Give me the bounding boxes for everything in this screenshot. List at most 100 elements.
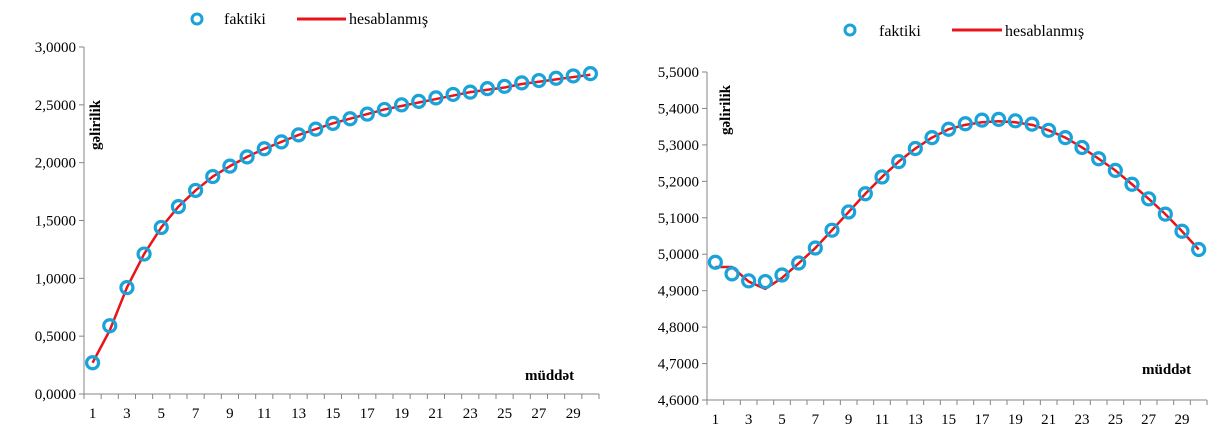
data-point-faktiki xyxy=(757,273,773,290)
data-point-faktiki xyxy=(153,219,169,236)
y-tick-label: 5,1000 xyxy=(658,211,699,227)
data-point-faktiki xyxy=(411,93,427,109)
axes xyxy=(702,71,1208,405)
data-point-faktiki xyxy=(376,101,393,118)
chart-left-svg: faktiki hesablanmış 0,0000 0,5000 1,0000 1,… xyxy=(35,11,600,422)
x-tick-label: 9 xyxy=(845,412,853,428)
y-tick-label: 0,5000 xyxy=(35,329,76,345)
data-point-faktiki xyxy=(325,115,341,131)
series-faktiki xyxy=(707,111,1207,290)
data-point-faktiki xyxy=(1057,130,1073,146)
data-point-faktiki xyxy=(496,78,513,94)
data-point-faktiki xyxy=(724,266,740,282)
y-tick-label: 4,7000 xyxy=(658,357,699,373)
series-hesablanmis xyxy=(715,119,1200,291)
data-point-faktiki xyxy=(84,355,101,371)
data-point-faktiki xyxy=(907,140,923,157)
x-tick-label: 17 xyxy=(975,412,991,428)
y-axis-label: gəlirilik xyxy=(718,84,734,135)
data-point-faktiki xyxy=(531,72,547,89)
x-tick-label: 15 xyxy=(941,412,956,428)
data-point-faktiki xyxy=(1007,113,1023,129)
x-tick-label: 17 xyxy=(360,406,376,422)
data-point-faktiki xyxy=(1024,116,1040,132)
legend-marker-faktiki xyxy=(190,12,204,26)
data-point-faktiki xyxy=(256,141,272,157)
data-point-faktiki xyxy=(1141,191,1157,207)
x-tick-label: 11 xyxy=(257,406,271,422)
legend-label-faktiki: faktiki xyxy=(879,23,921,40)
data-point-faktiki xyxy=(1124,176,1140,192)
x-tick-label: 25 xyxy=(497,406,512,422)
data-point-faktiki xyxy=(308,121,324,137)
data-point-faktiki xyxy=(707,254,723,270)
x-tick-label: 11 xyxy=(875,412,889,428)
chart-right: faktiki hesablanmış 4,6000 4,7000 4,8000 4,… xyxy=(606,0,1213,432)
data-point-faktiki xyxy=(136,246,152,262)
series-line-hesablanmis xyxy=(715,119,1200,291)
data-point-faktiki xyxy=(1074,139,1090,156)
y-tick-labels: 0,0000 0,5000 1,0000 1,5000 2,0000 2,5000 3,00… xyxy=(35,40,76,403)
x-tick-label: 21 xyxy=(1041,412,1056,428)
axes xyxy=(79,46,600,399)
data-point-faktiki xyxy=(1041,122,1057,138)
data-point-faktiki xyxy=(359,106,375,122)
data-point-faktiki xyxy=(428,90,444,106)
data-point-faktiki xyxy=(462,84,478,100)
data-point-faktiki xyxy=(1091,151,1107,167)
data-point-faktiki xyxy=(548,70,564,86)
data-point-faktiki xyxy=(1174,223,1190,239)
data-point-faktiki xyxy=(273,134,290,150)
x-tick-label: 5 xyxy=(158,406,166,422)
x-tick-label: 23 xyxy=(1075,412,1090,428)
data-point-faktiki xyxy=(393,97,410,113)
series-hesablanmis xyxy=(91,73,591,364)
data-point-faktiki xyxy=(119,279,135,296)
y-tick-label: 4,8000 xyxy=(658,320,699,336)
data-point-faktiki xyxy=(857,186,873,202)
data-point-faktiki xyxy=(841,204,857,220)
data-point-faktiki xyxy=(891,154,907,170)
x-tick-label: 7 xyxy=(192,406,200,422)
x-tick-label: 13 xyxy=(908,412,923,428)
data-point-faktiki xyxy=(479,81,496,97)
legend-label-faktiki: faktiki xyxy=(224,11,266,28)
x-tick-label: 1 xyxy=(89,406,97,422)
data-point-faktiki xyxy=(807,240,823,256)
data-point-faktiki xyxy=(102,318,118,334)
y-tick-label: 4,6000 xyxy=(658,393,699,409)
y-tick-label: 5,3000 xyxy=(658,138,699,154)
legend-label-hesablanmis: hesablanmış xyxy=(349,11,428,28)
data-point-faktiki xyxy=(1107,162,1123,178)
legend: faktiki hesablanmış xyxy=(843,23,1084,40)
data-point-faktiki xyxy=(974,112,990,128)
y-tick-label: 1,5000 xyxy=(35,214,76,230)
y-axis-label: gəlirilik xyxy=(88,99,104,150)
data-point-faktiki xyxy=(170,199,187,215)
data-point-faktiki xyxy=(991,111,1007,127)
data-point-faktiki xyxy=(924,130,940,146)
x-tick-label: 25 xyxy=(1108,412,1123,428)
y-tick-label: 4,9000 xyxy=(658,284,699,300)
x-tick-label: 23 xyxy=(463,406,478,422)
y-tick-labels: 4,6000 4,7000 4,8000 4,9000 5,0000 5,1000 5,20… xyxy=(658,65,699,409)
data-point-faktiki xyxy=(582,66,599,82)
x-axis-label: müddət xyxy=(525,368,574,384)
series-faktiki xyxy=(84,66,599,371)
data-point-faktiki xyxy=(290,127,307,143)
x-tick-label: 3 xyxy=(123,406,131,422)
x-tick-label: 27 xyxy=(531,406,547,422)
y-tick-label: 1,0000 xyxy=(35,271,76,287)
y-tick-label: 3,0000 xyxy=(35,40,76,56)
y-tick-label: 5,4000 xyxy=(658,101,699,117)
data-point-faktiki xyxy=(791,255,807,271)
x-tick-label: 19 xyxy=(1008,412,1023,428)
legend-marker-faktiki xyxy=(843,23,857,37)
chart-right-svg: faktiki hesablanmış 4,6000 4,7000 4,8000 4,… xyxy=(658,23,1208,428)
x-tick-label: 27 xyxy=(1141,412,1157,428)
data-point-faktiki xyxy=(957,116,973,132)
legend: faktiki hesablanmış xyxy=(190,11,428,28)
data-point-faktiki xyxy=(1157,206,1173,222)
data-point-faktiki xyxy=(222,158,238,174)
x-tick-label: 9 xyxy=(226,406,234,422)
